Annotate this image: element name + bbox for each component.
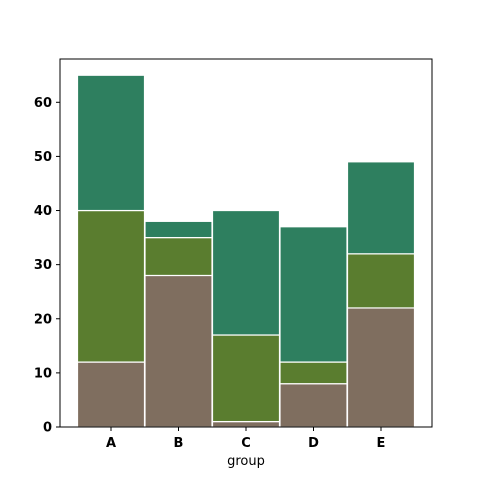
y-tick-label: 0 bbox=[43, 421, 52, 436]
y-tick-label: 30 bbox=[34, 258, 52, 273]
bar-A-segment-2 bbox=[76, 209, 146, 363]
x-tick-label-E: E bbox=[377, 436, 386, 451]
bar-D-segment-1 bbox=[279, 383, 348, 428]
y-tick-label: 50 bbox=[34, 150, 52, 165]
y-axis: 0 10 20 30 40 50 60 bbox=[34, 96, 60, 436]
x-tick-label-C: C bbox=[241, 436, 251, 451]
bar-B-segment-3 bbox=[144, 220, 213, 239]
y-tick-label: 20 bbox=[34, 312, 52, 327]
y-tick-label: 60 bbox=[34, 96, 52, 111]
x-tick-label-A: A bbox=[106, 436, 116, 451]
bar-C-segment-1 bbox=[211, 420, 281, 428]
bar-C-segment-2 bbox=[211, 334, 281, 423]
y-tick-label: 40 bbox=[34, 204, 52, 219]
bars-group bbox=[76, 74, 416, 428]
bar-D-segment-2 bbox=[279, 361, 348, 385]
bar-E-segment-1 bbox=[346, 307, 416, 428]
bar-B-segment-1 bbox=[144, 274, 213, 428]
bar-A-segment-1 bbox=[76, 361, 146, 428]
x-axis-title: group bbox=[227, 454, 265, 469]
bar-E-segment-2 bbox=[346, 253, 416, 309]
x-axis: A B C D E bbox=[106, 427, 385, 451]
x-tick-label-D: D bbox=[308, 436, 319, 451]
bar-B-segment-2 bbox=[144, 236, 213, 277]
bar-C-segment-3 bbox=[211, 209, 281, 336]
bar-E-segment-3 bbox=[346, 161, 416, 255]
y-tick-label: 10 bbox=[34, 366, 52, 381]
bar-A-segment-3 bbox=[76, 74, 146, 212]
bar-D-segment-3 bbox=[279, 226, 348, 363]
x-tick-label-B: B bbox=[174, 436, 184, 451]
